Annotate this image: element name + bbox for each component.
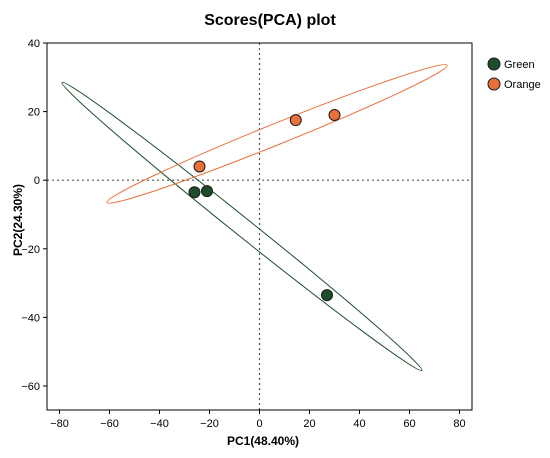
point-green-1 — [188, 186, 201, 199]
x-tick-label: −60 — [100, 418, 119, 430]
point-green-3 — [321, 289, 333, 302]
x-tick-label: −40 — [150, 418, 169, 430]
x-tick-label: 80 — [453, 418, 465, 430]
legend-swatch-orange — [487, 77, 501, 91]
point-orange-2 — [289, 114, 302, 127]
y-tick-label: 0 — [34, 175, 40, 187]
ellipse-green — [61, 81, 423, 372]
point-orange-1 — [193, 160, 206, 173]
data-points — [188, 109, 341, 302]
x-tick-label: 60 — [403, 418, 415, 430]
reference-lines — [47, 43, 472, 410]
x-tick-label: 20 — [303, 418, 315, 430]
legend-label-green: Green — [504, 59, 535, 71]
y-tick-label: −60 — [21, 381, 40, 393]
y-tick-label: 20 — [28, 107, 40, 119]
x-tick-label: −20 — [200, 418, 219, 430]
chart-title: Scores(PCA) plot — [204, 12, 336, 29]
ellipse-orange — [106, 64, 448, 204]
point-orange-3 — [328, 109, 341, 122]
y-axis-ticks: −60 −40 −20 0 20 40 — [21, 38, 47, 393]
x-axis-ticks: −80 −60 −40 −20 0 20 40 60 80 — [50, 410, 466, 430]
y-tick-label: −40 — [21, 312, 40, 324]
y-axis-label: PC2(24.30%) — [11, 184, 25, 256]
legend-swatch-green — [487, 57, 501, 71]
y-tick-label: 40 — [28, 38, 40, 50]
legend: Green Orange — [487, 57, 541, 91]
x-tick-label: −80 — [50, 418, 69, 430]
y-tick-label: −20 — [21, 244, 40, 256]
x-tick-label: 0 — [256, 418, 262, 430]
x-tick-label: 40 — [353, 418, 365, 430]
legend-label-orange: Orange — [504, 79, 541, 91]
point-green-2 — [201, 185, 213, 198]
x-axis-label: PC1(48.40%) — [227, 434, 299, 448]
confidence-ellipses — [61, 64, 448, 372]
